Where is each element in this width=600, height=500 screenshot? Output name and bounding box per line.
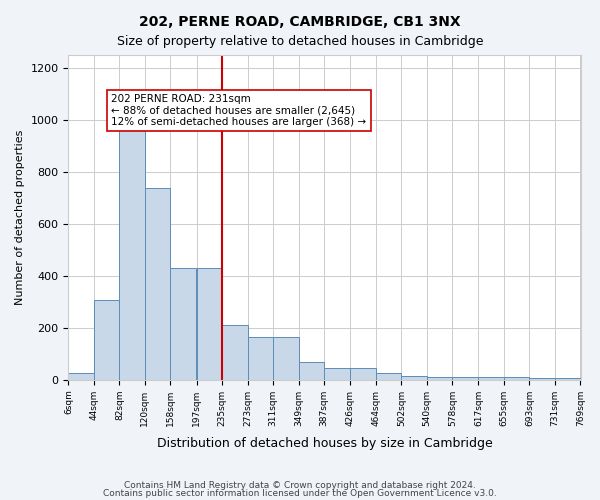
Bar: [273, 337, 299, 380]
Bar: [222, 325, 248, 380]
Bar: [145, 188, 170, 380]
Bar: [478, 377, 504, 380]
Bar: [299, 362, 324, 380]
X-axis label: Distribution of detached houses by size in Cambridge: Distribution of detached houses by size …: [157, 437, 493, 450]
Bar: [170, 268, 196, 380]
Bar: [119, 128, 145, 380]
Bar: [376, 372, 401, 380]
Bar: [555, 378, 581, 380]
Text: Contains public sector information licensed under the Open Government Licence v3: Contains public sector information licen…: [103, 488, 497, 498]
Bar: [350, 368, 376, 380]
Bar: [427, 377, 452, 380]
Bar: [68, 374, 94, 380]
Bar: [504, 377, 529, 380]
Text: 202 PERNE ROAD: 231sqm
← 88% of detached houses are smaller (2,645)
12% of semi-: 202 PERNE ROAD: 231sqm ← 88% of detached…: [112, 94, 367, 127]
Bar: [94, 300, 119, 380]
Bar: [197, 268, 222, 380]
Bar: [324, 368, 350, 380]
Bar: [401, 376, 427, 380]
Text: Size of property relative to detached houses in Cambridge: Size of property relative to detached ho…: [117, 35, 483, 48]
Bar: [529, 378, 555, 380]
Text: Contains HM Land Registry data © Crown copyright and database right 2024.: Contains HM Land Registry data © Crown c…: [124, 481, 476, 490]
Bar: [452, 377, 478, 380]
Bar: [248, 337, 273, 380]
Text: 202, PERNE ROAD, CAMBRIDGE, CB1 3NX: 202, PERNE ROAD, CAMBRIDGE, CB1 3NX: [139, 15, 461, 29]
Y-axis label: Number of detached properties: Number of detached properties: [15, 130, 25, 305]
